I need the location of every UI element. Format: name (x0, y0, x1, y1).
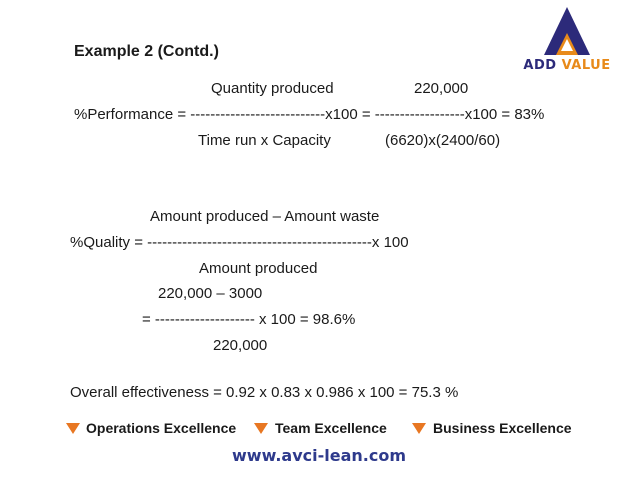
website-url[interactable]: www.avci-lean.com (232, 446, 406, 465)
performance-denominator-label: Time run x Capacity (198, 132, 331, 149)
logo-word-value: VALUE (561, 58, 611, 73)
logo-word-add: ADD (523, 58, 557, 73)
triangle-down-icon (254, 423, 268, 434)
quality-calc-line: = -------------------- x 100 = 98.6% (142, 311, 356, 328)
performance-formula: %Performance = -------------------------… (74, 106, 545, 123)
footer-business-excellence: Business Excellence (433, 420, 572, 436)
performance-numerator-label: Quantity produced (211, 80, 334, 97)
slide-title: Example 2 (Contd.) (74, 43, 219, 60)
performance-denominator-value: (6620)x(2400/60) (385, 132, 501, 149)
performance-numerator-value: 220,000 (414, 80, 469, 97)
quality-denominator-label: Amount produced (199, 260, 318, 277)
footer-operations-excellence: Operations Excellence (86, 420, 237, 436)
add-value-logo (544, 7, 590, 55)
triangle-down-icon (412, 423, 426, 434)
quality-calc-denominator: 220,000 (213, 337, 268, 354)
overall-effectiveness: Overall effectiveness = 0.92 x 0.83 x 0.… (70, 384, 459, 401)
triangle-down-icon (66, 423, 80, 434)
quality-numerator-label: Amount produced – Amount waste (150, 208, 380, 225)
quality-formula: %Quality = -----------------------------… (70, 234, 409, 251)
quality-calc-numerator: 220,000 – 3000 (158, 285, 263, 302)
logo-wordmark: ADD VALUE (506, 58, 628, 73)
footer-team-excellence: Team Excellence (275, 420, 387, 436)
